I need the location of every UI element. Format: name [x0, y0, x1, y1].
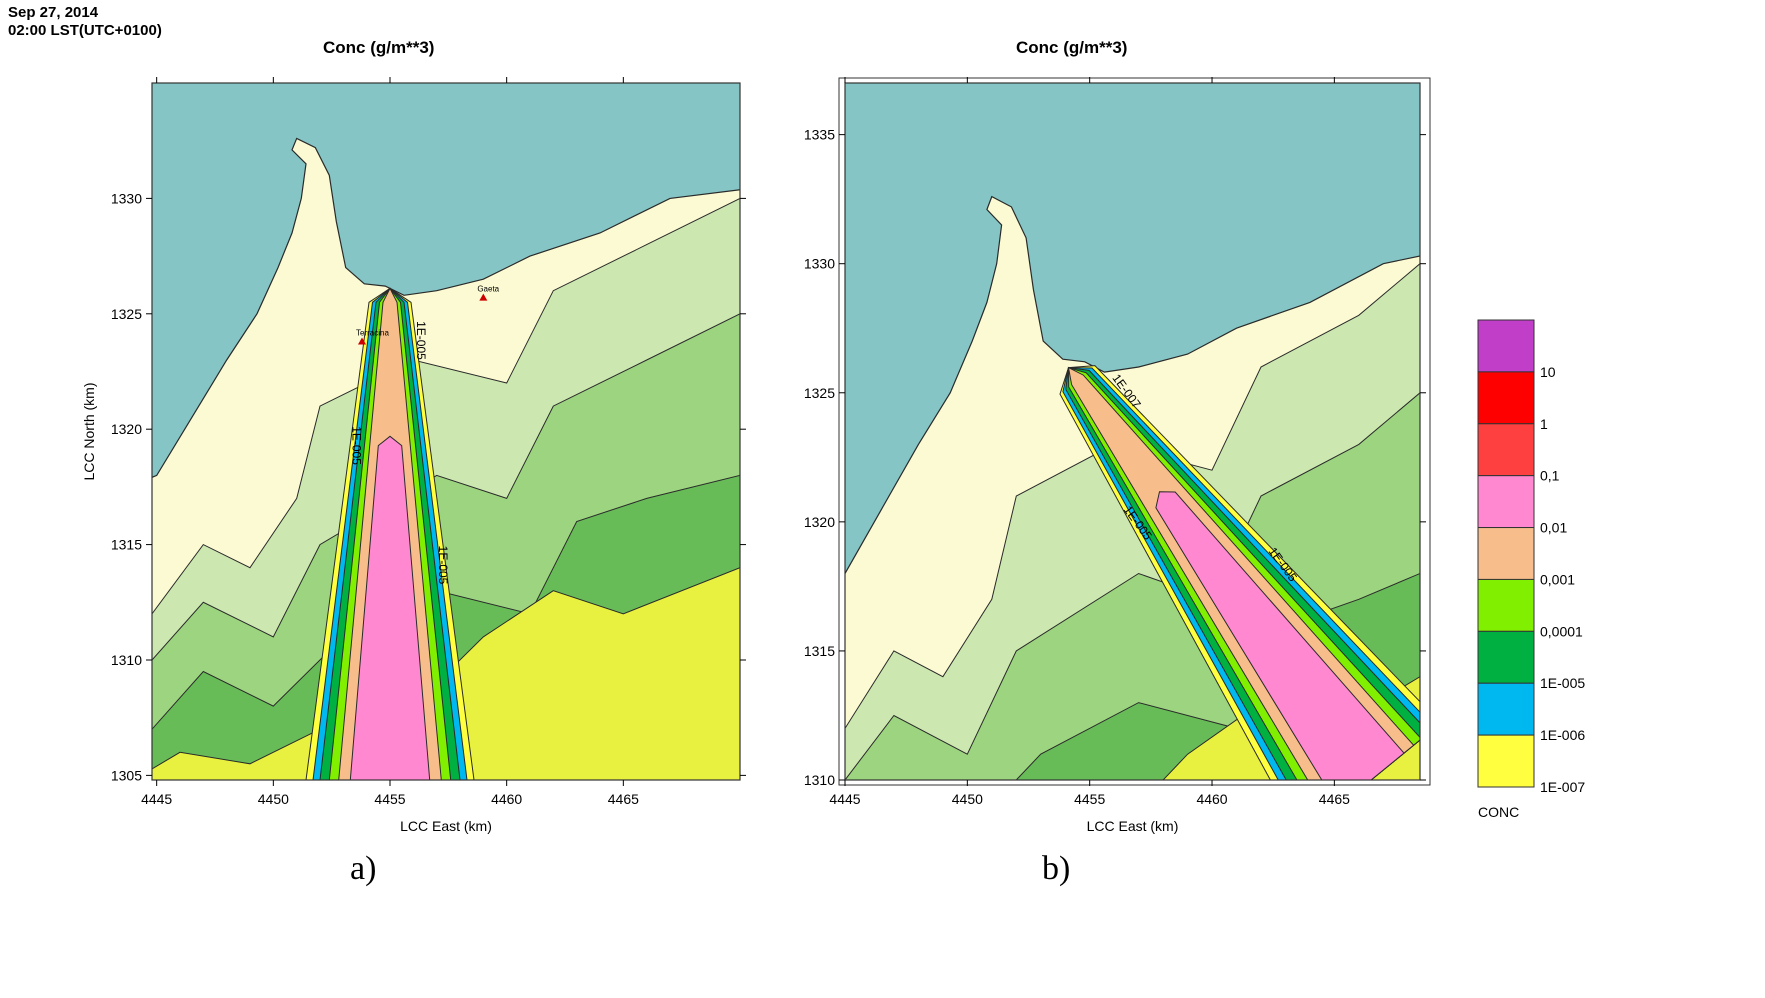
x-tick-label: 4445	[141, 791, 172, 807]
colorbar-level-label: 1	[1540, 416, 1548, 432]
colorbar-swatch	[1477, 371, 1535, 425]
site-label: Terracina	[356, 328, 389, 337]
site-marker-icon	[479, 293, 488, 301]
y-tick-label: 1320	[111, 421, 142, 437]
panel-b-caption: b)	[1042, 850, 1071, 887]
colorbar-swatch	[1477, 734, 1535, 788]
colorbar-level-label: 0,01	[1540, 520, 1567, 536]
colorbar-swatch	[1477, 475, 1535, 529]
x-tick-label: 4455	[1074, 791, 1105, 807]
y-tick-label: 1335	[804, 127, 835, 143]
plot-frame-b	[844, 82, 1421, 781]
site-label: Gaeta	[477, 285, 499, 294]
x-tick-label: 4450	[258, 791, 289, 807]
colorbar-level-label: 10	[1540, 364, 1556, 380]
outer-frame-b	[838, 77, 1431, 786]
y-axis-label: LCC North (km)	[81, 382, 97, 480]
colorbar-swatch	[1477, 630, 1535, 684]
plume-core-a	[349, 435, 431, 780]
plot-frame-a	[151, 82, 741, 781]
x-tick-label: 4445	[829, 791, 860, 807]
colorbar-legend: 10 1 0,1 0,01 0,001 0,0001 1E-005 1E-006 1E-007 C…	[1477, 319, 1585, 820]
colorbar-level-label: 1E-006	[1540, 727, 1585, 743]
plot-area-a: 1E-005 1E-005 1E-005 Gaeta Terracina	[152, 83, 740, 780]
contour-label: 1E-005	[414, 321, 428, 360]
colorbar-title: CONC	[1478, 804, 1519, 820]
plume-core-b	[1155, 491, 1405, 780]
colorbar-level-label: 0,001	[1540, 571, 1575, 587]
panel-a: 1E-005 1E-005 1E-005 Gaeta Terracina 4445 4450…	[81, 77, 746, 834]
sea-a	[152, 83, 740, 478]
x-axis-label: LCC East (km)	[400, 818, 492, 834]
y-tick-label: 1315	[804, 643, 835, 659]
site-marker-icon	[358, 337, 366, 345]
x-tick-label: 4450	[952, 791, 983, 807]
colorbar-swatch	[1477, 527, 1535, 580]
panel-a-caption: a)	[350, 850, 377, 887]
sea-b	[845, 83, 1420, 575]
colorbar-swatch	[1477, 423, 1535, 477]
x-axis-label: LCC East (km)	[1087, 818, 1179, 834]
y-tick-label: 1310	[111, 652, 142, 668]
colorbar-swatch	[1477, 682, 1535, 736]
x-tick-label: 4460	[1196, 791, 1227, 807]
colorbar-level-label: 1E-007	[1540, 779, 1585, 795]
y-tick-label: 1325	[804, 385, 835, 401]
colorbar-level-label: 0,1	[1540, 468, 1560, 484]
y-tick-label: 1330	[804, 256, 835, 272]
panel-a-title: Conc (g/m**3)	[323, 38, 435, 57]
contour-label: 1E-005	[350, 426, 364, 465]
y-tick-label: 1320	[804, 514, 835, 530]
x-tick-label: 4465	[608, 791, 639, 807]
y-tick-label: 1315	[111, 537, 142, 553]
colorbar-swatch	[1477, 578, 1535, 632]
x-tick-label: 4465	[1319, 791, 1350, 807]
time-label: 02:00 LST(UTC+0100)	[8, 22, 162, 39]
x-tick-label: 4455	[374, 791, 405, 807]
x-tick-label: 4460	[491, 791, 522, 807]
contour-label: 1E-005	[436, 546, 450, 585]
colorbar-level-label: 1E-005	[1540, 675, 1585, 691]
panel-b-title: Conc (g/m**3)	[1016, 38, 1128, 57]
colorbar-swatch	[1477, 319, 1535, 373]
y-tick-label: 1330	[111, 190, 142, 206]
y-tick-label: 1325	[111, 306, 142, 322]
y-tick-label: 1310	[804, 772, 835, 788]
colorbar-level-label: 0,0001	[1540, 623, 1583, 639]
y-tick-label: 1305	[111, 767, 142, 783]
date-label: Sep 27, 2014	[8, 4, 99, 21]
